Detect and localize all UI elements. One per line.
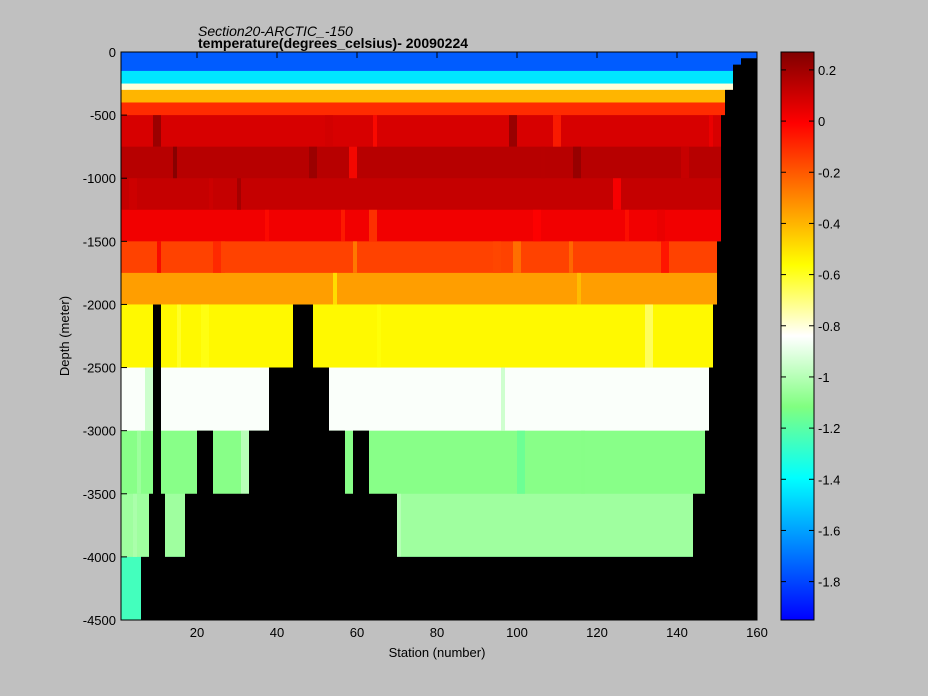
y-tick-label: -2500	[83, 361, 116, 376]
temperature-stripe	[153, 115, 161, 147]
temperature-stripe	[177, 304, 181, 368]
colorbar-tick-label: -0.4	[818, 216, 840, 231]
temperature-stripe	[509, 115, 517, 147]
temperature-stripe	[645, 304, 653, 368]
y-tick-label: -3000	[83, 424, 116, 439]
temperature-stripe	[237, 178, 241, 210]
temperature-stripe	[145, 367, 153, 431]
temperature-layer-0	[121, 52, 757, 72]
temperature-layer-10	[121, 272, 757, 305]
temperature-layer-11	[121, 304, 757, 369]
y-tick-label: -2000	[83, 297, 116, 312]
chart-title-line2: temperature(degrees_celsius)- 20090224	[198, 35, 468, 51]
temperature-layer-8	[121, 209, 757, 242]
colorbar-tick-label: -1.4	[818, 472, 840, 487]
colorbar-tick-label: -1.6	[818, 523, 840, 538]
colorbar-ticks: 0.2 0 -0.2 -0.4 -0.6 -0.8 -1 -1.2 -1.4 -1.6 -1.8	[781, 63, 840, 590]
temperature-layer-5	[121, 115, 757, 148]
temperature-layer-9	[121, 241, 757, 274]
temperature-layer-1	[121, 70, 757, 85]
temperature-stripe	[221, 241, 225, 273]
y-tick-label: 0	[109, 45, 116, 60]
temperature-stripe	[341, 209, 345, 242]
seafloor-mask	[121, 52, 757, 620]
temperature-stripe	[333, 272, 337, 305]
y-tick-label: -1000	[83, 171, 116, 186]
y-tick-label: -3500	[83, 487, 116, 502]
temperature-stripe	[709, 115, 713, 147]
temperature-layer-2	[121, 83, 757, 91]
y-axis-label: Depth (meter)	[57, 296, 72, 376]
x-axis-label: Station (number)	[389, 645, 486, 660]
x-axis-ticks: 20 40 60 80 100 120 140 160	[190, 52, 768, 640]
temperature-stripe	[553, 115, 561, 147]
temperature-stripe	[209, 178, 213, 210]
temperature-stripe	[241, 430, 249, 494]
temperature-stripe	[657, 209, 665, 242]
temperature-stripe	[377, 304, 381, 368]
x-tick-label: 40	[270, 625, 284, 640]
temperature-stripe	[309, 146, 317, 179]
temperature-stripe	[213, 241, 221, 273]
temperature-stripe	[201, 304, 209, 368]
x-tick-label: 160	[746, 625, 768, 640]
x-tick-label: 60	[350, 625, 364, 640]
plot-frame	[120, 51, 758, 621]
x-tick-label: 20	[190, 625, 204, 640]
temperature-stripe	[573, 146, 581, 179]
temperature-layer-7	[121, 178, 757, 211]
temperature-layer-6	[121, 146, 757, 179]
temperature-stripe	[613, 178, 621, 210]
y-tick-label: -500	[90, 108, 116, 123]
temperature-stripe	[577, 272, 581, 305]
temperature-stripe	[133, 493, 137, 557]
colorbar-frame	[780, 51, 815, 621]
colorbar-tick-label: -0.8	[818, 319, 840, 334]
temperature-stripe	[129, 178, 137, 210]
temperature-stripe	[265, 209, 269, 242]
chart-title-line1: Section20-ARCTIC_-150	[198, 23, 353, 39]
temperature-stripe	[369, 209, 377, 242]
temperature-stripe	[517, 430, 525, 494]
colorbar-tick-label: 0.2	[818, 63, 836, 78]
x-tick-label: 100	[506, 625, 528, 640]
colorbar	[781, 52, 814, 620]
colorbar-tick-label: -1.8	[818, 575, 840, 590]
colorbar-tick-label: -1.2	[818, 421, 840, 436]
temperature-stripe	[533, 209, 541, 242]
temperature-stripe	[569, 241, 573, 273]
y-tick-label: -4000	[83, 550, 116, 565]
temperature-stripe	[173, 146, 177, 179]
temperature-stripe	[137, 430, 141, 494]
temperature-layer-13	[121, 430, 757, 495]
temperature-stripe	[501, 367, 505, 431]
temperature-layer-4	[121, 102, 757, 116]
x-tick-label: 120	[586, 625, 608, 640]
temperature-stripe	[493, 241, 501, 273]
temperature-stripe	[353, 241, 357, 273]
colorbar-tick-label: -1	[818, 370, 830, 385]
temperature-stripe	[681, 146, 689, 179]
y-tick-label: -1500	[83, 234, 116, 249]
colorbar-tick-label: 0	[818, 114, 825, 129]
temperature-stripe	[349, 146, 357, 179]
temperature-layer-3	[121, 89, 757, 103]
temperature-stripe	[325, 115, 333, 147]
temperature-stripe	[541, 146, 545, 179]
temperature-stripe	[513, 241, 521, 273]
temperature-stripe	[661, 241, 669, 273]
temperature-stripe	[581, 430, 585, 494]
temperature-stripe	[157, 241, 161, 273]
y-tick-label: -4500	[83, 613, 116, 628]
colorbar-tick-label: -0.6	[818, 268, 840, 283]
x-tick-label: 140	[666, 625, 688, 640]
temperature-stripe	[625, 209, 629, 242]
colorbar-tick-label: -0.2	[818, 165, 840, 180]
x-tick-label: 80	[430, 625, 444, 640]
temperature-layer-12	[121, 367, 757, 432]
y-axis-ticks: 0 -500 -1000 -1500 -2000 -2500 -3000 -3500 -4000…	[83, 45, 757, 628]
temperature-stripe	[373, 115, 377, 147]
temperature-stripe	[397, 493, 401, 557]
